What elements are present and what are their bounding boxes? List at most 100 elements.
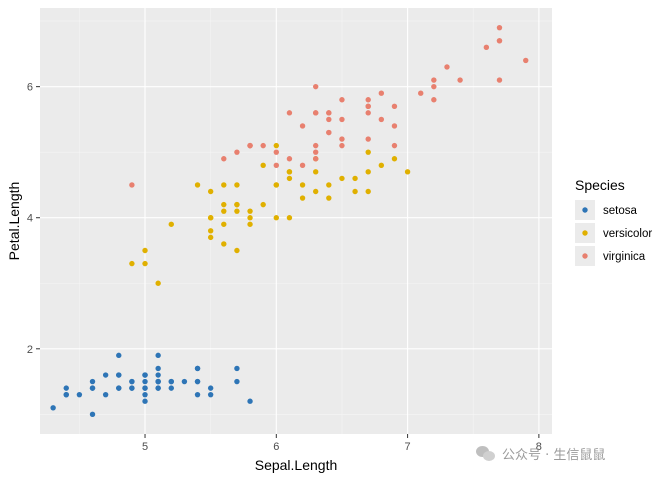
virginica-point: [312, 156, 319, 162]
versicolor-point: [247, 215, 253, 221]
setosa-point: [142, 398, 148, 404]
virginica-point: [129, 182, 135, 188]
setosa-point: [142, 372, 148, 378]
legend-key-virginica: [582, 253, 588, 259]
plot-panel: [40, 8, 552, 434]
versicolor-point: [234, 208, 240, 214]
watermark-text: 公众号 · 生信鼠鼠: [502, 447, 606, 463]
versicolor-point: [221, 208, 227, 214]
setosa-point: [155, 372, 161, 378]
virginica-point: [431, 97, 437, 103]
virginica-point: [339, 116, 345, 123]
x-tick-label: 8: [536, 441, 542, 453]
data-points: [50, 24, 529, 418]
versicolor-point: [391, 156, 398, 162]
setosa-point: [142, 378, 148, 385]
setosa-point: [116, 372, 122, 378]
virginica-point: [444, 64, 450, 70]
versicolor-point: [299, 182, 306, 188]
setosa-point: [155, 365, 161, 372]
wechat-logo-icon: [476, 444, 496, 462]
virginica-point: [247, 142, 253, 149]
setosa-point: [207, 385, 214, 391]
setosa-point: [89, 378, 96, 385]
virginica-point: [286, 110, 293, 116]
setosa-point: [168, 385, 174, 391]
virginica-point: [483, 44, 490, 51]
setosa-point: [63, 385, 69, 391]
setosa-point: [102, 391, 109, 398]
legend-label-setosa: setosa: [603, 205, 637, 217]
y-tick-label: 4: [27, 213, 33, 225]
versicolor-point: [207, 234, 214, 241]
virginica-point: [496, 77, 503, 83]
versicolor-point: [312, 188, 319, 195]
virginica-point: [286, 156, 293, 162]
versicolor-point: [312, 169, 319, 175]
virginica-point: [496, 24, 503, 31]
versicolor-point: [286, 215, 293, 221]
versicolor-point: [142, 247, 148, 254]
versicolor-point: [339, 175, 345, 182]
virginica-point: [496, 38, 503, 44]
virginica-point: [260, 142, 266, 149]
setosa-point: [155, 352, 161, 359]
setosa-point: [234, 365, 240, 372]
setosa-point: [155, 385, 161, 391]
virginica-point: [339, 142, 345, 149]
virginica-point: [431, 83, 437, 90]
setosa-point: [234, 378, 240, 385]
setosa-point: [142, 385, 148, 391]
virginica-point: [299, 123, 306, 129]
setosa-point: [102, 372, 109, 378]
versicolor-point: [260, 162, 266, 168]
legend-key-versicolor: [582, 230, 588, 236]
setosa-point: [181, 378, 188, 385]
setosa-point: [247, 398, 253, 404]
versicolor-point: [207, 188, 214, 195]
versicolor-point: [326, 195, 332, 201]
versicolor-point: [194, 182, 201, 188]
versicolor-point: [234, 247, 240, 254]
virginica-point: [365, 97, 371, 103]
versicolor-point: [286, 175, 293, 182]
setosa-point: [155, 378, 161, 385]
setosa-point: [194, 391, 201, 398]
y-axis-title: Petal.Length: [6, 182, 22, 261]
versicolor-point: [273, 182, 280, 188]
versicolor-point: [352, 188, 358, 195]
setosa-point: [207, 391, 214, 398]
virginica-point: [312, 149, 319, 155]
legend-title: Species: [575, 177, 625, 193]
virginica-point: [312, 110, 319, 116]
x-tick-label: 5: [142, 441, 148, 453]
virginica-point: [339, 97, 345, 103]
virginica-point: [391, 103, 398, 110]
virginica-point: [312, 142, 319, 149]
virginica-point: [365, 136, 371, 142]
x-tick-label: 6: [273, 441, 279, 453]
x-axis-title: Sepal.Length: [255, 457, 338, 473]
setosa-point: [50, 405, 56, 411]
virginica-point: [365, 110, 371, 116]
y-tick-label: 2: [27, 344, 33, 356]
versicolor-point: [155, 280, 161, 286]
setosa-point: [142, 391, 148, 398]
setosa-point: [129, 385, 135, 391]
versicolor-point: [234, 182, 240, 188]
setosa-point: [63, 391, 69, 398]
minor-gridlines: [40, 8, 552, 434]
legend-key-setosa: [582, 207, 588, 213]
versicolor-point: [378, 162, 385, 168]
virginica-point: [326, 110, 332, 116]
setosa-point: [194, 365, 201, 372]
virginica-point: [365, 103, 371, 110]
setosa-point: [89, 411, 96, 418]
virginica-point: [326, 116, 332, 123]
virginica-point: [431, 77, 437, 83]
versicolor-point: [234, 201, 240, 208]
versicolor-point: [352, 175, 358, 182]
versicolor-point: [260, 201, 266, 208]
